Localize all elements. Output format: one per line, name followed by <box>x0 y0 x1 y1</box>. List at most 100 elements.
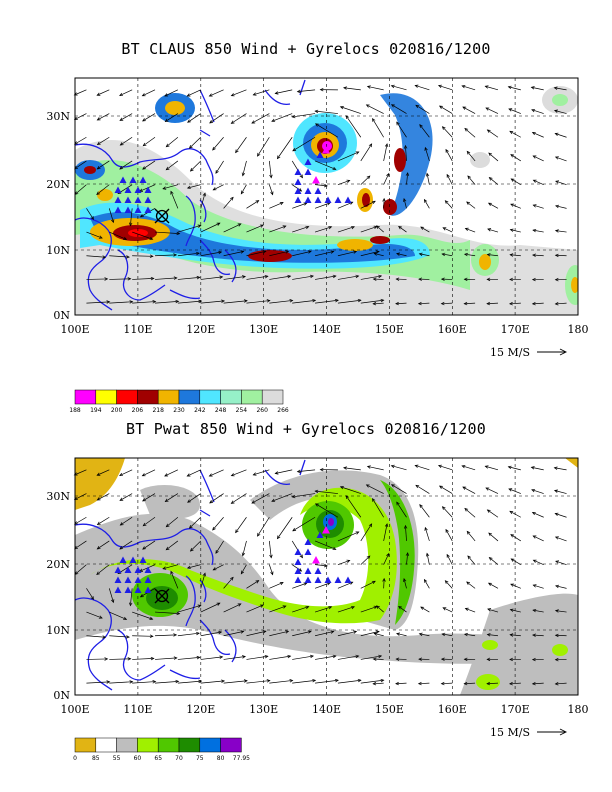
wind-vector <box>132 301 156 304</box>
wind-vector-head <box>102 255 107 259</box>
wind-vector-head <box>488 557 493 561</box>
wind-vector <box>337 275 359 280</box>
wind-vector-head <box>96 92 101 96</box>
wind-vector <box>383 523 388 542</box>
wind-vector-head <box>380 678 385 683</box>
wind-vector-head <box>215 549 219 554</box>
longitude-label: 140E <box>312 703 341 716</box>
wind-vector <box>269 202 284 209</box>
wind-vector-head <box>417 681 422 686</box>
wind-vector <box>119 493 133 501</box>
wind-vector <box>511 178 522 185</box>
wind-vector <box>532 132 544 138</box>
wind-vector-head <box>405 172 410 177</box>
wind-vector-head <box>111 599 115 604</box>
wind-vector-head <box>487 582 492 586</box>
wind-vector-head <box>444 580 449 584</box>
wind-vector-head <box>440 301 445 306</box>
wind-vector <box>424 579 430 589</box>
wind-vector-head <box>287 274 292 279</box>
legend-label: 206 <box>132 407 144 414</box>
wind-vector-head <box>372 657 377 661</box>
wind-vector-head <box>323 563 328 568</box>
wind-vector-head <box>531 108 536 113</box>
wind-vector-head <box>230 500 235 504</box>
wind-vector <box>438 85 453 91</box>
wind-vector-head <box>119 92 123 96</box>
gyre-triangle <box>124 586 132 593</box>
wind-vector <box>360 143 372 162</box>
wind-vector <box>337 531 359 542</box>
wind-vector-head <box>532 559 537 563</box>
wind-vector-head <box>334 678 339 683</box>
wind-vector-head <box>509 510 514 515</box>
wind-vector-head <box>437 464 442 468</box>
longitude-label: 180 <box>568 323 589 336</box>
wind-vector <box>462 465 476 471</box>
gyre-triangle <box>134 206 142 213</box>
gyre-triangle <box>316 531 324 538</box>
wind-vector-head <box>442 227 447 231</box>
wind-vector-head <box>149 616 154 620</box>
wind-vector <box>465 228 476 233</box>
wind-vector-head <box>271 118 276 122</box>
wind-vector-head <box>96 521 101 525</box>
wind-vector <box>373 302 384 305</box>
wind-vector <box>398 606 407 613</box>
wind-vector <box>209 113 224 124</box>
wind-vector <box>510 154 522 162</box>
wind-vector <box>231 89 247 96</box>
wind-vector-head <box>328 225 333 230</box>
wind-vector <box>246 275 268 280</box>
wind-vector-head <box>554 302 559 306</box>
legend-label: 77.95 <box>233 755 250 762</box>
wind-vector-head <box>553 466 558 470</box>
wind-vector-head <box>487 202 492 206</box>
wind-vector-head <box>196 275 201 280</box>
wind-vector <box>190 540 201 552</box>
wind-vector-head <box>197 224 202 228</box>
wind-vector-head <box>376 225 380 229</box>
wind-vector-head <box>292 527 297 532</box>
wind-vector <box>268 540 272 558</box>
wind-vector <box>271 493 293 502</box>
longitude-label: 170E <box>501 703 530 716</box>
wind-vector-head <box>508 488 513 492</box>
wind-vector <box>489 557 499 565</box>
wind-vector <box>292 113 316 118</box>
legend-swatch <box>241 389 263 405</box>
wind-vector <box>510 534 522 542</box>
wind-vector-head <box>332 166 337 170</box>
wind-vector <box>508 108 521 114</box>
wind-vector <box>464 508 476 518</box>
wind-vector <box>360 226 378 233</box>
wind-vector-head <box>96 497 101 501</box>
wind-vector-head <box>142 498 146 502</box>
wind-vector-head <box>176 231 181 236</box>
wind-vector-head <box>257 152 261 157</box>
wind-vector <box>337 180 350 185</box>
wind-vector-head <box>372 681 377 686</box>
wind-vector <box>337 299 361 304</box>
wind-vector <box>554 87 567 91</box>
gyre-triangle <box>129 556 137 563</box>
wind-vector-head <box>240 190 245 195</box>
wind-vector-head <box>221 299 226 303</box>
wind-vector <box>509 511 522 518</box>
wind-vector-head <box>509 681 513 686</box>
wind-vector <box>531 466 544 471</box>
latitude-label: 10N <box>46 244 70 257</box>
wind-vector-head <box>355 654 360 659</box>
wind-vector-head <box>419 124 423 128</box>
wind-vector-head <box>162 566 167 570</box>
wind-vector <box>383 173 390 185</box>
wind-vector <box>269 184 274 195</box>
wind-vector-head <box>486 129 491 133</box>
gyre-triangle <box>294 187 302 194</box>
wind-vector-head <box>440 681 445 686</box>
wind-vector <box>120 516 133 526</box>
wind-vector <box>231 113 247 124</box>
wind-vector-head <box>386 552 390 557</box>
wind-vector-head <box>307 250 312 254</box>
